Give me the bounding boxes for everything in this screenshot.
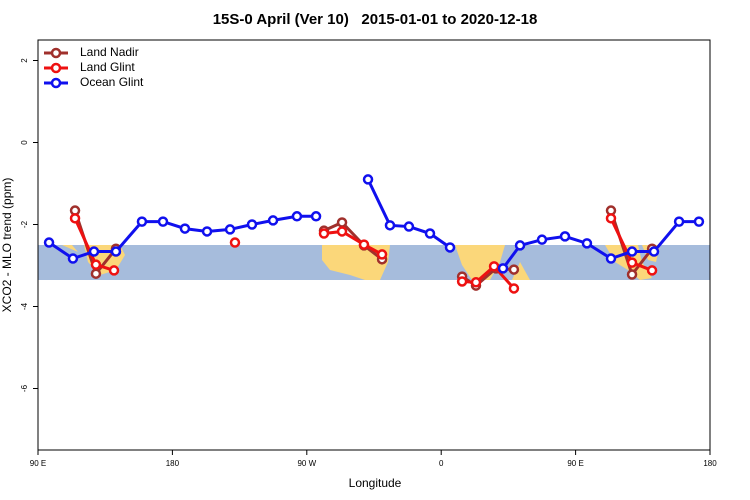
point [157, 216, 169, 227]
plot-frame [37, 39, 711, 451]
point [336, 217, 348, 228]
y-tick-label: -2 [20, 220, 29, 228]
point [536, 234, 548, 245]
point [90, 268, 102, 279]
y-tick-label: 2 [20, 58, 29, 63]
y-tick-label: 0 [20, 140, 29, 145]
y-tick-label: -6 [20, 384, 29, 392]
point [424, 228, 436, 239]
point [559, 231, 571, 242]
point [358, 239, 370, 250]
legend-label: Land Glint [80, 60, 135, 74]
point [514, 240, 526, 251]
point [626, 257, 638, 268]
point [508, 264, 520, 275]
point [136, 216, 148, 227]
point [626, 269, 638, 280]
legend-marker [50, 47, 62, 59]
legend-label: Land Nadir [80, 45, 139, 59]
point [229, 237, 241, 248]
point [673, 216, 685, 227]
point [626, 246, 638, 257]
y-axis-label: XCO2 - MLO trend (ppm) [0, 178, 14, 313]
point [108, 265, 120, 276]
x-tick-label: 90 E [567, 459, 583, 468]
point [90, 259, 102, 270]
point [508, 283, 520, 294]
point [88, 246, 100, 257]
point [376, 249, 388, 260]
point [581, 238, 593, 249]
point [384, 220, 396, 231]
point [456, 276, 468, 287]
point [362, 174, 374, 185]
point [336, 226, 348, 237]
point [246, 219, 258, 230]
point [179, 223, 191, 234]
x-tick-label: 90 W [297, 459, 316, 468]
point [605, 253, 617, 264]
point [648, 246, 660, 257]
point [291, 211, 303, 222]
point [444, 242, 456, 253]
point [646, 265, 658, 276]
point [693, 216, 705, 227]
point [497, 263, 509, 274]
point [403, 221, 415, 232]
point [488, 261, 500, 272]
point [224, 224, 236, 235]
point [69, 213, 81, 224]
chart-title: 15S-0 April (Ver 10) 2015-01-01 to 2020-… [213, 11, 538, 28]
legend-marker [50, 77, 62, 89]
point [110, 246, 122, 257]
x-tick-label: 180 [703, 459, 717, 468]
point [267, 215, 279, 226]
legend-marker [50, 62, 62, 74]
x-tick-label: 0 [439, 459, 444, 468]
point [605, 213, 617, 224]
point [310, 211, 322, 222]
point [470, 277, 482, 288]
point [67, 253, 79, 264]
point [43, 237, 55, 248]
x-tick-label: 90 E [30, 459, 46, 468]
x-axis-label: Longitude [349, 476, 402, 490]
point [201, 226, 213, 237]
x-tick-label: 180 [166, 459, 180, 468]
legend-label: Ocean Glint [80, 75, 144, 89]
point [318, 228, 330, 239]
y-tick-label: -4 [20, 302, 29, 310]
